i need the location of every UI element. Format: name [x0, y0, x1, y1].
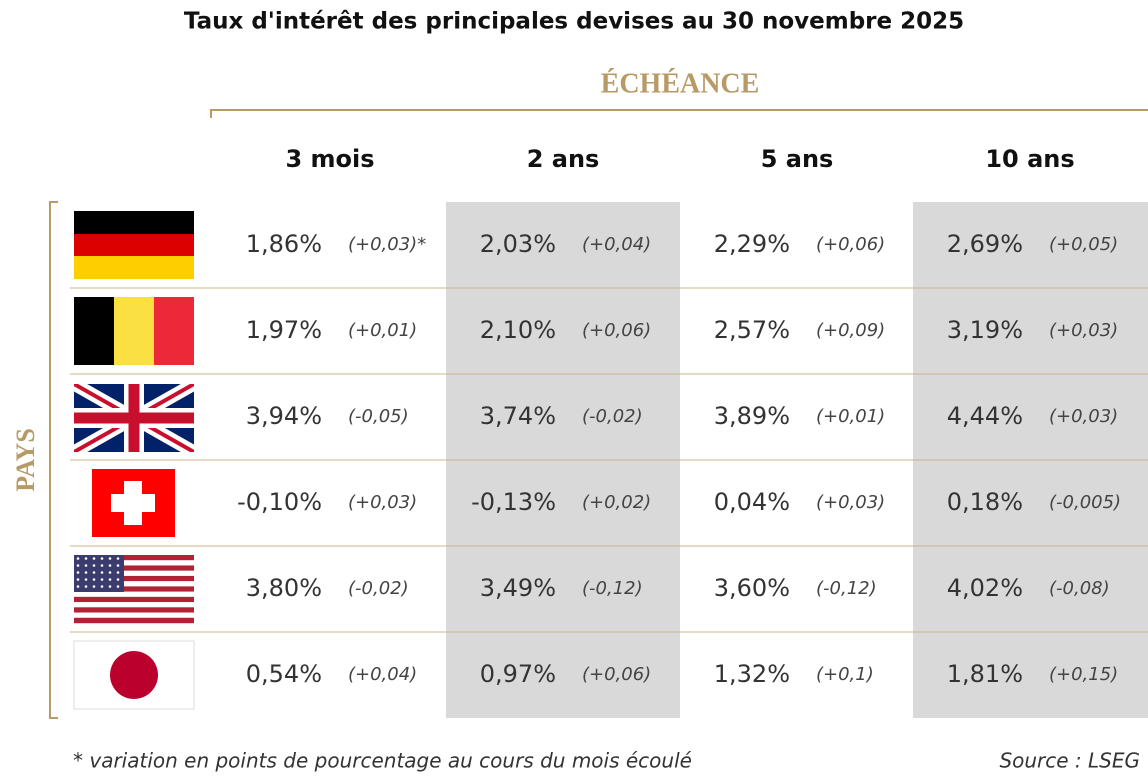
rate: 1,97% — [246, 316, 322, 344]
column-header: 5 ans — [761, 145, 834, 173]
flag-uk — [74, 384, 194, 452]
rate: 3,89% — [714, 402, 790, 430]
change: (+0,03) — [1049, 406, 1118, 427]
change: (-0,12) — [816, 578, 877, 599]
rate: 3,60% — [714, 574, 790, 602]
stripe — [74, 607, 194, 613]
stripe — [74, 617, 194, 624]
rate: 0,54% — [246, 660, 322, 688]
stripe — [74, 612, 194, 618]
flags — [73, 211, 195, 710]
column-header: 10 ans — [985, 145, 1074, 173]
rate: 2,03% — [480, 230, 556, 258]
flag-japan — [73, 640, 195, 710]
stripe — [74, 586, 194, 592]
change: (+0,06) — [582, 320, 651, 341]
column-header: 2 ans — [527, 145, 600, 173]
change: (+0,03) — [348, 492, 417, 513]
change: (+0,09) — [816, 320, 885, 341]
change: (+0,03) — [816, 492, 885, 513]
row-group-header: PAYS — [11, 428, 40, 492]
flag-switzerland — [92, 469, 175, 537]
change: (+0,05) — [1049, 234, 1118, 255]
stripe — [74, 565, 194, 571]
stripe — [74, 581, 194, 587]
rate: 0,97% — [480, 660, 556, 688]
stripe — [74, 591, 194, 598]
stripe — [74, 555, 194, 561]
rate: 2,57% — [714, 316, 790, 344]
change: (+0,06) — [816, 234, 885, 255]
rate: 1,32% — [714, 660, 790, 688]
stars — [74, 555, 124, 592]
rate: 4,44% — [947, 402, 1023, 430]
rate: 2,29% — [714, 230, 790, 258]
stripe — [74, 570, 194, 577]
change: (+0,04) — [348, 664, 417, 685]
rate: 3,80% — [246, 574, 322, 602]
rate: 3,94% — [246, 402, 322, 430]
rate: 2,69% — [947, 230, 1023, 258]
change: (-0,05) — [348, 406, 409, 427]
flag-germany — [74, 211, 194, 279]
change: (-0,12) — [582, 578, 643, 599]
rate: -0,13% — [471, 488, 556, 516]
rate: 1,86% — [246, 230, 322, 258]
change: (-0,005) — [1049, 492, 1121, 513]
rate: 0,04% — [714, 488, 790, 516]
change: (-0,02) — [348, 578, 409, 599]
rate: 3,74% — [480, 402, 556, 430]
stripe — [74, 560, 194, 566]
stripe — [74, 602, 194, 608]
flag-belgium — [74, 297, 194, 365]
rate: -0,10% — [237, 488, 322, 516]
stripe — [74, 575, 194, 582]
change: (+0,1) — [816, 664, 874, 685]
change: (+0,03)* — [348, 234, 426, 255]
rate: 1,81% — [947, 660, 1023, 688]
change: (+0,03) — [1049, 320, 1118, 341]
title: Taux d'intérêt des principales devises a… — [184, 9, 964, 35]
stripe — [74, 596, 194, 603]
source: Source : LSEG — [999, 749, 1140, 773]
rate: 3,19% — [947, 316, 1023, 344]
change: (+0,04) — [582, 234, 651, 255]
change: (-0,02) — [582, 406, 643, 427]
change: (+0,01) — [348, 320, 417, 341]
rate: 3,49% — [480, 574, 556, 602]
rate: 2,10% — [480, 316, 556, 344]
rate: 0,18% — [947, 488, 1023, 516]
change: (+0,02) — [582, 492, 651, 513]
row-bracket — [49, 201, 58, 719]
column-header: 3 mois — [285, 145, 374, 173]
change: (-0,08) — [1049, 578, 1110, 599]
change: (+0,01) — [816, 406, 885, 427]
change: (+0,06) — [582, 664, 651, 685]
group-bracket — [210, 109, 1148, 118]
change: (+0,15) — [1049, 664, 1118, 685]
flag-usa — [74, 555, 194, 624]
footnote: * variation en points de pourcentage au … — [73, 749, 692, 773]
rate: 4,02% — [947, 574, 1023, 602]
group-header: ÉCHÉANCE — [601, 68, 760, 99]
